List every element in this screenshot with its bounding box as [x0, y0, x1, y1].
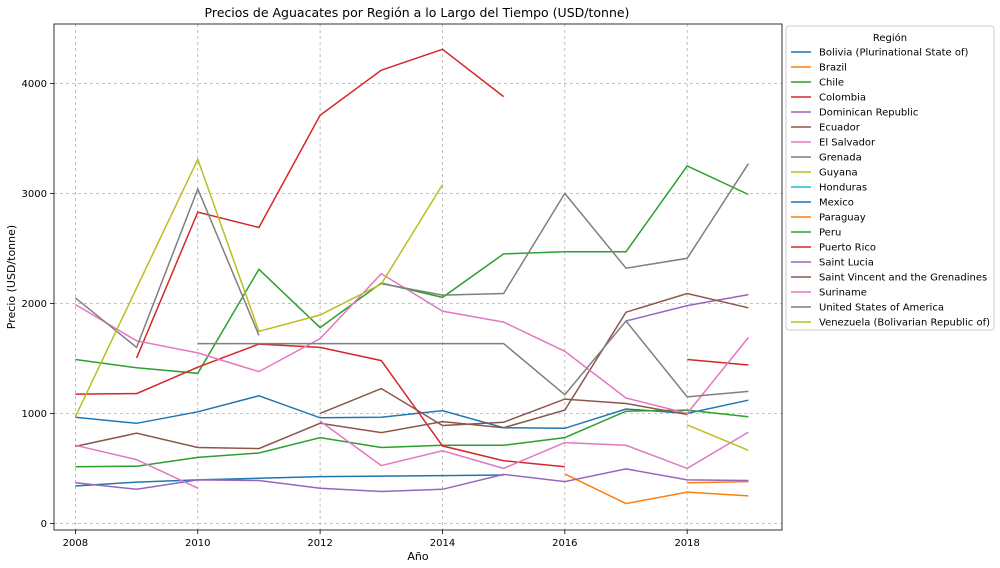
x-tick-label: 2010	[185, 538, 210, 549]
series-line	[75, 292, 749, 450]
legend: Región Bolivia (Plurinational State of) B…	[785, 25, 995, 331]
grid	[54, 24, 782, 530]
y-axis-ticks: 0 1000 2000 3000 4000	[22, 79, 54, 530]
series-line	[74, 157, 444, 418]
legend-label: Paraguay	[819, 213, 866, 224]
y-tick-label: 4000	[22, 79, 47, 90]
x-tick-label: 2018	[674, 538, 699, 549]
x-tick-label: 2008	[63, 538, 88, 549]
legend-label: Honduras	[819, 183, 867, 194]
legend-label: Puerto Rico	[819, 243, 876, 254]
legend-label: Chile	[819, 78, 844, 89]
x-tick-label: 2012	[307, 538, 332, 549]
y-tick-label: 1000	[22, 409, 47, 420]
legend-label: Venezuela (Bolivarian Republic of)	[819, 318, 990, 329]
series-line	[686, 424, 749, 451]
series-line	[625, 293, 749, 322]
series-line	[319, 387, 688, 427]
legend-title: Región	[873, 32, 907, 44]
series-line	[75, 409, 749, 468]
series-line	[75, 468, 749, 493]
series-line	[75, 272, 749, 415]
x-tick-label: 2016	[552, 538, 577, 549]
y-tick-label: 0	[41, 519, 47, 530]
series-line	[75, 164, 749, 375]
series-line	[687, 358, 749, 366]
legend-label: Suriname	[819, 288, 867, 299]
legend-label: Colombia	[819, 93, 866, 104]
series-line	[135, 48, 505, 359]
y-tick-label: 2000	[22, 299, 47, 310]
legend-label: Peru	[819, 228, 841, 239]
legend-label: Dominican Republic	[819, 108, 918, 119]
series-line	[75, 474, 504, 487]
legend-label: El Salvador	[819, 138, 876, 149]
legend-label: Ecuador	[819, 123, 861, 134]
series-line	[197, 319, 749, 398]
x-tick-label: 2014	[430, 538, 455, 549]
legend-label: Mexico	[819, 198, 854, 209]
series-line	[564, 473, 749, 505]
legend-label: Grenada	[819, 153, 862, 164]
y-tick-label: 3000	[22, 189, 47, 200]
series-line	[75, 444, 199, 489]
chart-title: Precios de Aguacates por Región a lo Lar…	[205, 5, 630, 20]
legend-label: Bolivia (Plurinational State of)	[819, 48, 968, 59]
series-line	[75, 343, 565, 468]
series-line	[74, 186, 260, 349]
y-axis-label: Precio (USD/tonne)	[5, 225, 18, 329]
series-line	[687, 480, 749, 484]
series-line	[75, 395, 749, 430]
legend-box	[785, 25, 995, 331]
legend-label: Saint Vincent and the Grenadines	[819, 273, 987, 284]
x-axis-ticks: 2008 2010 2012 2014 2016 2018	[63, 530, 700, 549]
legend-label: Saint Lucia	[819, 258, 874, 269]
legend-label: Guyana	[819, 168, 858, 179]
series-line	[381, 163, 750, 296]
series-lines	[74, 48, 750, 505]
plot-frame	[53, 23, 783, 531]
legend-label: Brazil	[819, 63, 847, 74]
series-line	[319, 420, 749, 470]
legend-label: United States of America	[819, 303, 944, 314]
x-axis-label: Año	[407, 550, 428, 563]
